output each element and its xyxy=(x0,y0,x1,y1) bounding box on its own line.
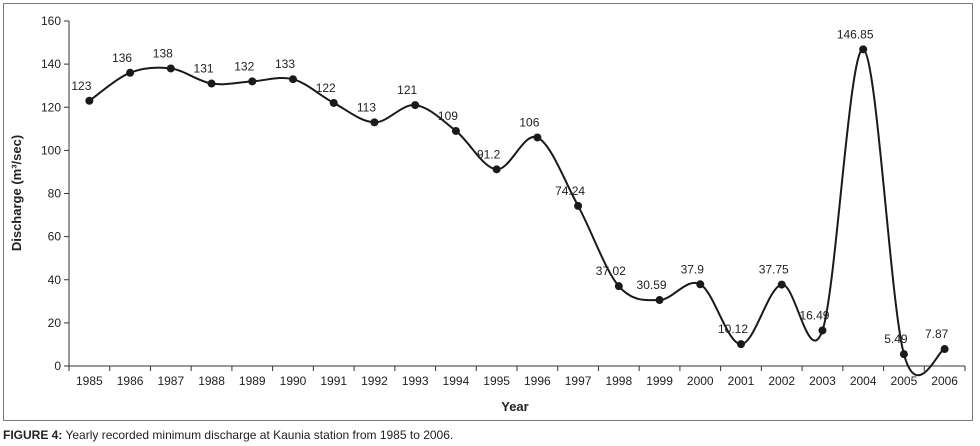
x-axis-title: Year xyxy=(501,399,528,414)
data-point-1987 xyxy=(166,64,175,73)
data-label-1994: 109 xyxy=(438,109,458,123)
x-tick-label: 2006 xyxy=(931,374,958,388)
data-point-1992 xyxy=(370,118,379,127)
x-tick-label: 1999 xyxy=(646,374,673,388)
x-tick-label: 2005 xyxy=(891,374,918,388)
data-label-1998: 37.02 xyxy=(596,264,626,278)
x-tick-label: 1995 xyxy=(483,374,510,388)
data-label-1992: 113 xyxy=(357,100,376,114)
x-tick-label: 2002 xyxy=(768,374,795,388)
caption-prefix: FIGURE 4: xyxy=(3,428,63,442)
y-axis-title: Discharge (m³/sec) xyxy=(9,135,24,251)
data-label-2005: 5.49 xyxy=(884,332,908,346)
data-label-1997: 74.24 xyxy=(555,184,585,198)
data-label-2000: 37.9 xyxy=(681,262,705,276)
data-point-1988 xyxy=(207,79,216,88)
x-tick-label: 2003 xyxy=(809,374,836,388)
caption-text: Yearly recorded minimum discharge at Kau… xyxy=(62,428,454,442)
y-tick-label: 100 xyxy=(41,143,61,157)
x-tick-label: 1998 xyxy=(605,374,632,388)
x-tick-label: 2004 xyxy=(850,374,877,388)
x-tick-label: 1997 xyxy=(565,374,592,388)
data-label-2001: 10.12 xyxy=(718,322,748,336)
y-tick-label: 140 xyxy=(41,57,61,71)
data-label-2003: 16.49 xyxy=(799,308,829,322)
data-point-1999 xyxy=(655,296,664,305)
y-tick-label: 40 xyxy=(48,273,62,287)
data-label-2004: 146.85 xyxy=(837,27,874,41)
data-label-2006: 7.87 xyxy=(925,327,949,341)
series-line xyxy=(88,48,946,376)
x-axis-ticks: 1985 1986 1987 1988 1989 1990 1991 1992 1993 1994… xyxy=(68,366,966,388)
data-point-2006 xyxy=(940,345,949,354)
data-label-1993: 121 xyxy=(397,83,417,97)
x-tick-label: 2000 xyxy=(687,374,714,388)
data-point-1993 xyxy=(411,101,420,110)
data-point-1989 xyxy=(248,77,257,86)
data-point-1997 xyxy=(574,201,583,210)
data-point-1998 xyxy=(614,282,623,291)
data-points xyxy=(85,45,949,359)
data-label-1999: 30.59 xyxy=(637,278,667,292)
data-point-1994 xyxy=(451,126,460,135)
data-label-1990: 133 xyxy=(275,57,295,71)
data-point-1991 xyxy=(329,98,338,107)
data-point-2005 xyxy=(899,350,908,359)
data-label-1988: 131 xyxy=(194,62,214,76)
x-tick-label: 1992 xyxy=(361,374,388,388)
chart-frame xyxy=(3,3,973,421)
data-label-1996: 106 xyxy=(519,115,539,129)
data-label-1985: 123 xyxy=(71,79,91,93)
x-tick-label: 1986 xyxy=(117,374,144,388)
data-label-1987: 138 xyxy=(153,46,173,60)
data-label-1989: 132 xyxy=(234,59,254,73)
x-tick-label: 1990 xyxy=(280,374,307,388)
y-tick-label: 120 xyxy=(41,100,61,114)
x-tick-label: 1996 xyxy=(524,374,551,388)
data-point-2002 xyxy=(777,280,786,289)
data-point-1986 xyxy=(126,68,135,77)
data-point-1996 xyxy=(533,133,542,142)
data-point-2004 xyxy=(859,45,868,54)
x-tick-label: 1991 xyxy=(320,374,347,388)
x-tick-label: 1985 xyxy=(76,374,103,388)
x-tick-label: 2001 xyxy=(728,374,755,388)
y-tick-label: 0 xyxy=(54,359,61,373)
y-tick-label: 80 xyxy=(48,187,62,201)
data-label-1986: 136 xyxy=(112,51,132,65)
x-tick-label: 1988 xyxy=(198,374,225,388)
data-label-1991: 122 xyxy=(316,81,336,95)
data-point-1990 xyxy=(289,75,297,84)
x-tick-label: 1994 xyxy=(443,374,470,388)
x-tick-label: 1993 xyxy=(402,374,429,388)
y-tick-label: 60 xyxy=(48,230,62,244)
y-tick-label: 160 xyxy=(41,14,61,28)
data-point-2001 xyxy=(737,340,745,349)
data-point-1985 xyxy=(85,96,94,105)
data-label-1995: 91.2 xyxy=(477,147,501,161)
y-tick-label: 20 xyxy=(48,316,62,330)
data-point-1995 xyxy=(492,165,501,174)
data-label-2002: 37.75 xyxy=(759,263,789,277)
y-axis-ticks: 0 20 40 60 80 100 120 140 160 xyxy=(41,14,69,373)
x-tick-label: 1987 xyxy=(157,374,184,388)
data-point-2003 xyxy=(818,326,827,335)
data-labels: 123 136 138 131 132 133 122 113 121 109 91.2 106 74.… xyxy=(71,27,948,346)
figure-caption: FIGURE 4: Yearly recorded minimum discha… xyxy=(3,428,453,442)
data-point-2000 xyxy=(696,280,705,289)
x-tick-label: 1989 xyxy=(239,374,266,388)
